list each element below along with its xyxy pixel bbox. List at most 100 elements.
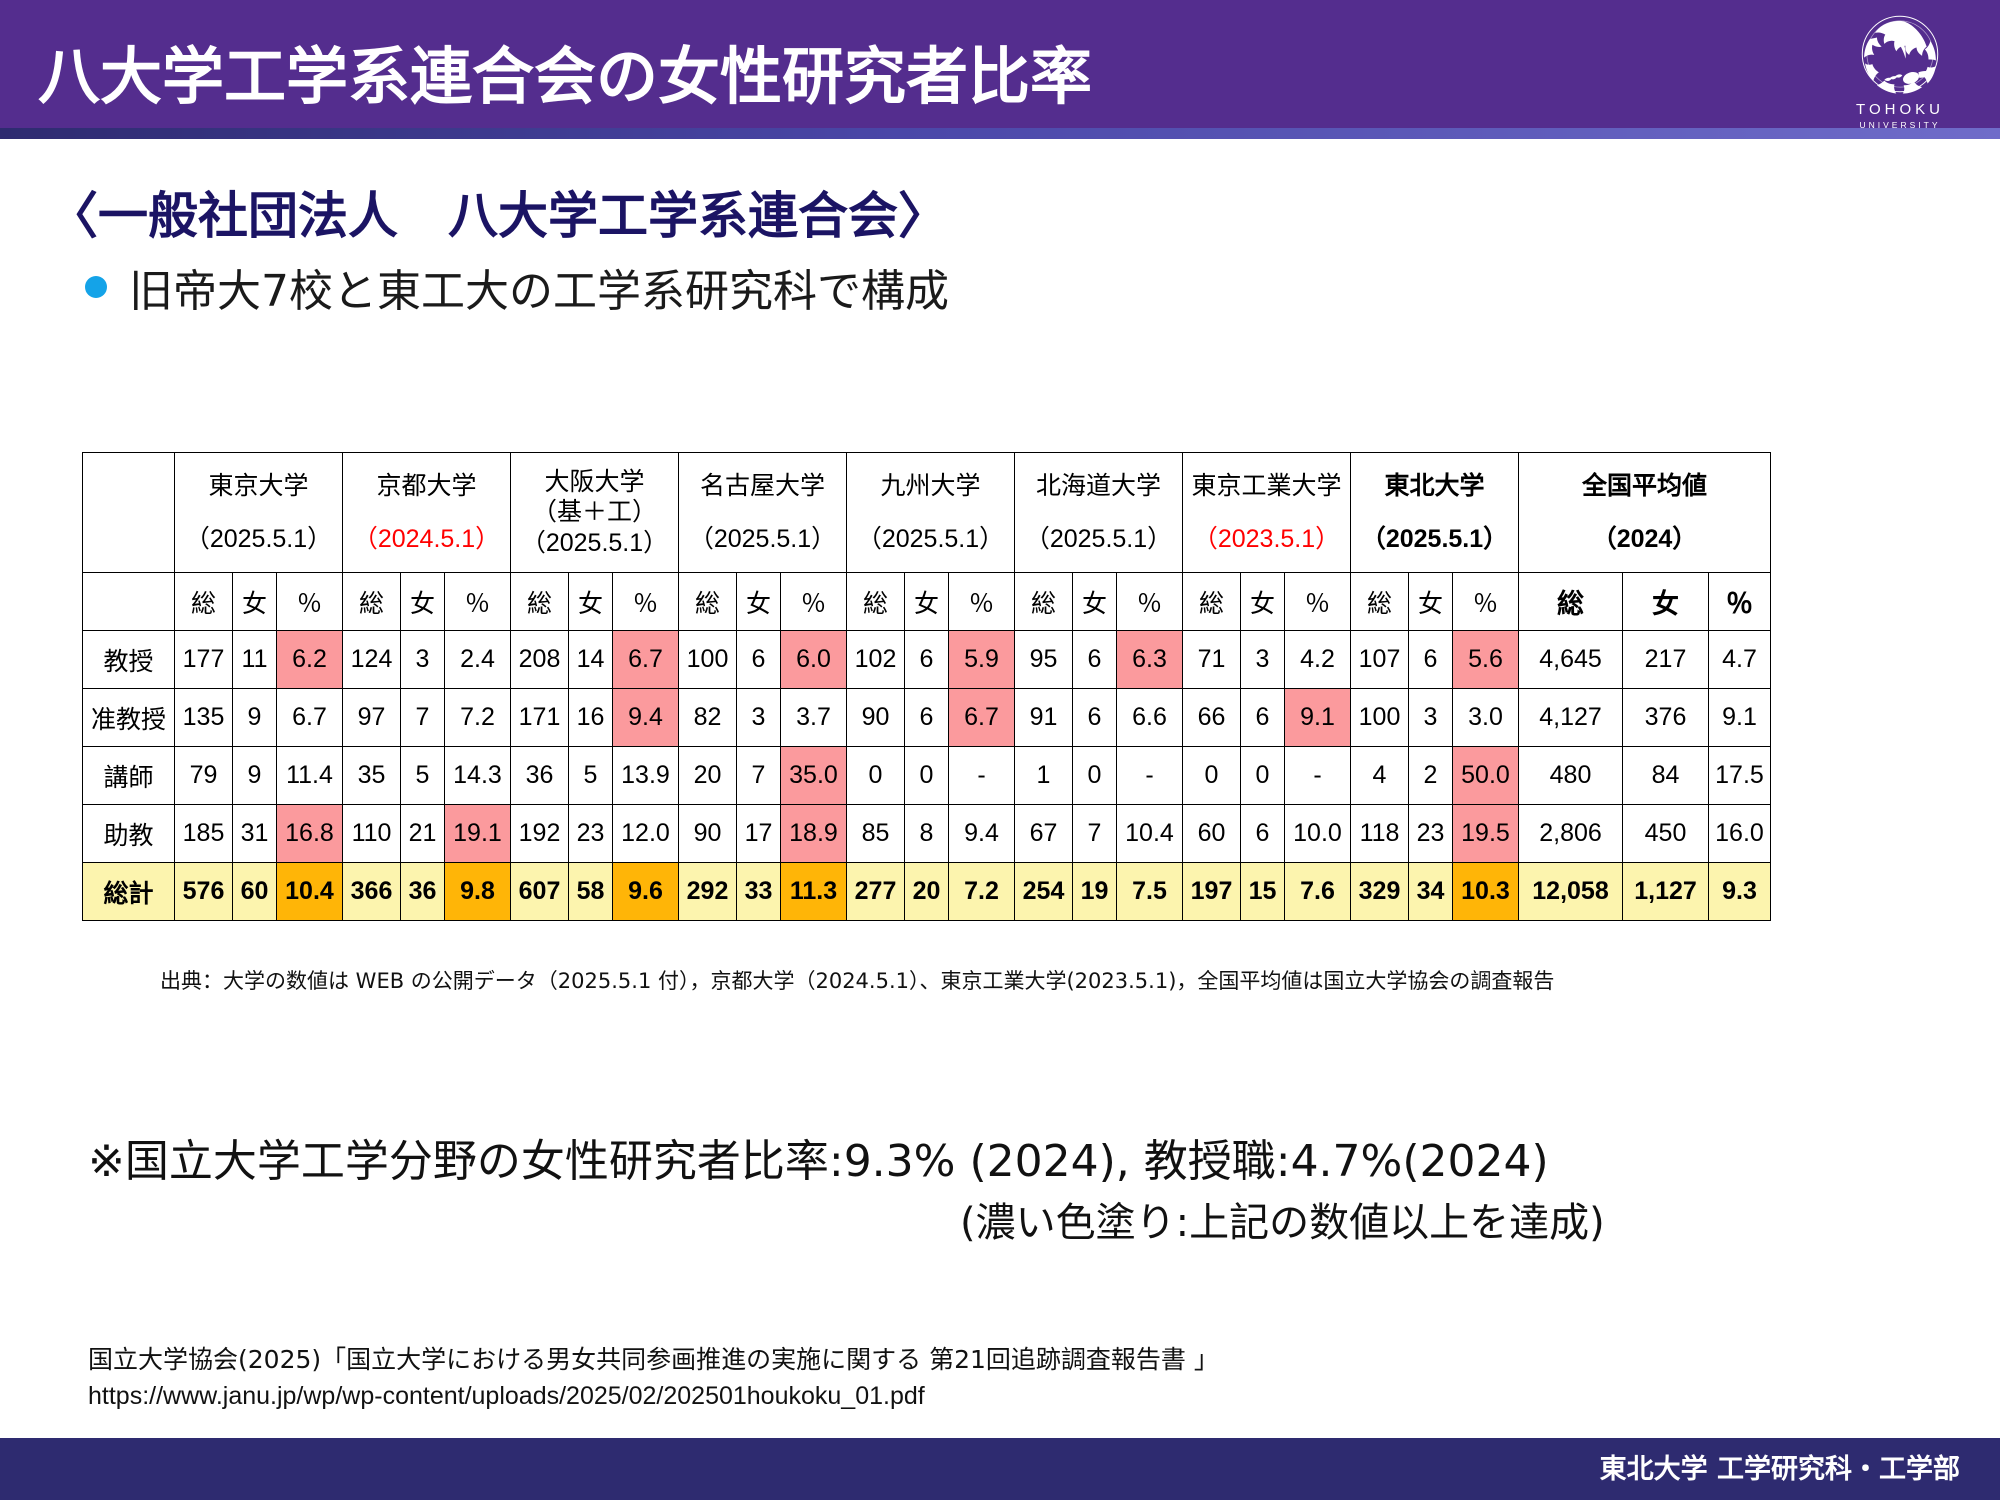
subheader-corner-cell <box>82 572 175 631</box>
university-header-5: 九州大学 （2025.5.1） <box>846 452 1015 573</box>
university-date: （2025.5.1） <box>856 524 1005 553</box>
cell-total-5-1: 576 <box>174 862 233 921</box>
cell-female-2-1: 9 <box>232 688 277 747</box>
table-row: 准教授 135 9 6.7 97 7 7.2 171 16 9.4 82 3 3.7 90 6 6.7 91 6 6… <box>82 688 1771 747</box>
cell-female-2-8: 3 <box>1408 688 1453 747</box>
cell-female-1-7: 3 <box>1240 630 1285 689</box>
cell-female-3-4: 7 <box>736 746 781 805</box>
university-date: （2025.5.1） <box>1024 524 1173 553</box>
cell-female-3-8: 2 <box>1408 746 1453 805</box>
column-header-2-1: 総 <box>342 572 401 631</box>
cell-female-5-3: 58 <box>568 862 613 921</box>
cell-total-2-2: 97 <box>342 688 401 747</box>
note-highlight-legend: (濃い色塗り:上記の数値以上を達成) <box>960 1200 1605 1246</box>
bullet-text: 旧帝大7校と東工大の工学系研究科で構成 <box>129 266 949 317</box>
cell-percent-1-8: 5.6 <box>1452 630 1519 689</box>
cell-percent-5-4: 11.3 <box>780 862 847 921</box>
column-header-9-3: ％ <box>1708 572 1771 631</box>
cell-total-2-9: 4,127 <box>1518 688 1623 747</box>
bullet-row: 旧帝大7校と東工大の工学系研究科で構成 <box>85 255 949 319</box>
cell-percent-4-9: 16.0 <box>1708 804 1771 863</box>
cell-total-2-4: 82 <box>678 688 737 747</box>
cell-total-2-3: 171 <box>510 688 569 747</box>
cell-total-4-5: 85 <box>846 804 905 863</box>
cell-total-3-8: 4 <box>1350 746 1409 805</box>
university-header-2: 京都大学 （2024.5.1） <box>342 452 511 573</box>
cell-total-2-5: 90 <box>846 688 905 747</box>
university-header-8: 東北大学 （2025.5.1） <box>1350 452 1519 573</box>
cell-percent-1-1: 6.2 <box>276 630 343 689</box>
row-label-1: 教授 <box>82 630 175 689</box>
cell-total-2-8: 100 <box>1350 688 1409 747</box>
cell-percent-4-7: 10.0 <box>1284 804 1351 863</box>
cell-percent-5-8: 10.3 <box>1452 862 1519 921</box>
cell-female-3-2: 5 <box>400 746 445 805</box>
bullet-dot-icon <box>85 276 107 298</box>
cell-female-1-6: 6 <box>1072 630 1117 689</box>
cell-female-5-4: 33 <box>736 862 781 921</box>
note-national-average: ※国立大学工学分野の女性研究者比率:9.3% (2024), 教授職:4.7%(… <box>88 1136 1549 1187</box>
cell-total-1-9: 4,645 <box>1518 630 1623 689</box>
cell-percent-1-7: 4.2 <box>1284 630 1351 689</box>
table-row: 教授 177 11 6.2 124 3 2.4 208 14 6.7 100 6 6.0 102 6 5.9 9… <box>82 630 1771 689</box>
university-name: 大阪大学 <box>544 467 645 496</box>
cell-total-2-6: 91 <box>1014 688 1073 747</box>
cell-total-1-1: 177 <box>174 630 233 689</box>
cell-total-2-1: 135 <box>174 688 233 747</box>
column-header-1-2: 女 <box>232 572 277 631</box>
cell-percent-1-2: 2.4 <box>444 630 511 689</box>
university-header-7: 東京工業大学 （2023.5.1） <box>1182 452 1351 573</box>
cell-female-2-5: 6 <box>904 688 949 747</box>
table-body: 教授 177 11 6.2 124 3 2.4 208 14 6.7 100 6 6.0 102 6 5.9 9… <box>82 630 1771 921</box>
column-header-4-2: 女 <box>736 572 781 631</box>
university-name: 名古屋大学 <box>699 472 825 500</box>
column-header-8-1: 総 <box>1350 572 1409 631</box>
table-row: 講師 79 9 11.4 35 5 14.3 36 5 13.9 20 7 35.0 0 0-1 0-0 0-4… <box>82 746 1771 805</box>
cell-female-4-7: 6 <box>1240 804 1285 863</box>
cell-percent-4-3: 12.0 <box>612 804 679 863</box>
reference-url[interactable]: https://www.janu.jp/wp/wp-content/upload… <box>88 1382 925 1410</box>
column-header-9-1: 総 <box>1518 572 1623 631</box>
section-heading: 〈一般社団法人 八大学工学系連合会〉 <box>48 187 948 245</box>
cell-total-3-1: 79 <box>174 746 233 805</box>
university-date: （2025.5.1） <box>1360 524 1509 553</box>
cell-total-1-5: 102 <box>846 630 905 689</box>
subheader-row: 総女％総女％総女％総女％総女％総女％総女％総女％総女％ <box>82 572 1771 631</box>
cell-percent-5-6: 7.5 <box>1116 862 1183 921</box>
university-seal-icon <box>1861 15 1939 94</box>
cell-percent-2-1: 6.7 <box>276 688 343 747</box>
university-date: （2025.5.1） <box>184 524 333 553</box>
footer-text: 東北大学 工学研究科・工学部 <box>1599 1454 1960 1485</box>
cell-total-4-7: 60 <box>1182 804 1241 863</box>
cell-female-4-1: 31 <box>232 804 277 863</box>
column-header-4-1: 総 <box>678 572 737 631</box>
cell-female-5-7: 15 <box>1240 862 1285 921</box>
cell-percent-5-5: 7.2 <box>948 862 1015 921</box>
cell-percent-3-1: 11.4 <box>276 746 343 805</box>
column-header-6-1: 総 <box>1014 572 1073 631</box>
column-header-5-1: 総 <box>846 572 905 631</box>
cell-female-5-1: 60 <box>232 862 277 921</box>
cell-percent-1-3: 6.7 <box>612 630 679 689</box>
cell-total-4-4: 90 <box>678 804 737 863</box>
cell-total-4-1: 185 <box>174 804 233 863</box>
cell-percent-4-6: 10.4 <box>1116 804 1183 863</box>
ratio-table-container: 東京大学 （2025.5.1） 京都大学 （2024.5.1） 大阪大学 （基＋工） （20… <box>82 452 1771 921</box>
column-header-3-2: 女 <box>568 572 613 631</box>
cell-female-5-9: 1,127 <box>1622 862 1709 921</box>
header-band <box>0 0 2000 128</box>
cell-percent-5-3: 9.6 <box>612 862 679 921</box>
cell-female-2-4: 3 <box>736 688 781 747</box>
cell-total-5-7: 197 <box>1182 862 1241 921</box>
cell-percent-3-9: 17.5 <box>1708 746 1771 805</box>
university-date: （2024.5.1） <box>352 524 501 553</box>
cell-total-4-8: 118 <box>1350 804 1409 863</box>
cell-female-5-6: 19 <box>1072 862 1117 921</box>
university-name: 東京工業大学 <box>1191 472 1342 500</box>
cell-female-1-4: 6 <box>736 630 781 689</box>
cell-percent-1-9: 4.7 <box>1708 630 1771 689</box>
table-head: 東京大学 （2025.5.1） 京都大学 （2024.5.1） 大阪大学 （基＋工） （20… <box>82 452 1771 631</box>
column-header-8-2: 女 <box>1408 572 1453 631</box>
table-row: 総計 576 60 10.4 366 36 9.8 607 58 9.6 292 33 11.3 277 2… <box>82 862 1771 921</box>
column-header-6-2: 女 <box>1072 572 1117 631</box>
